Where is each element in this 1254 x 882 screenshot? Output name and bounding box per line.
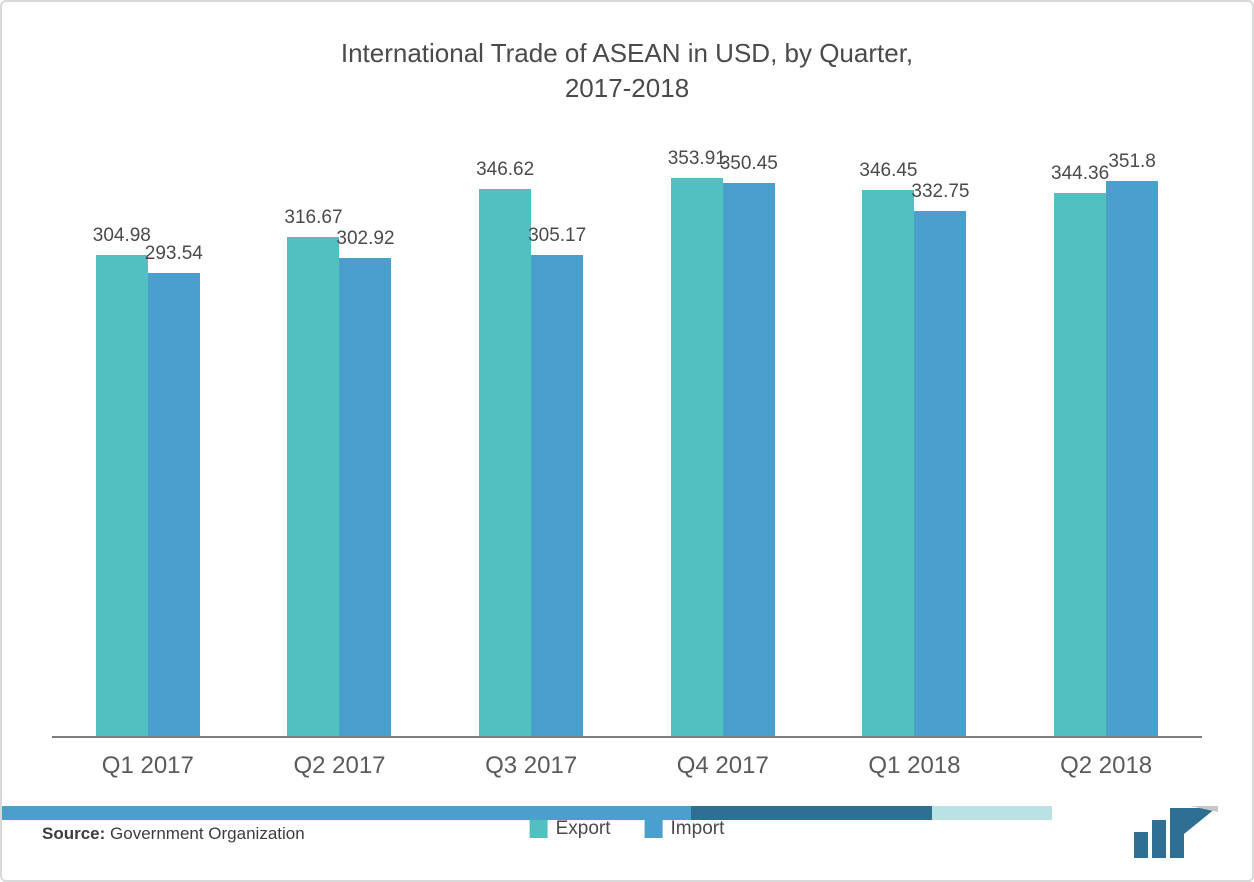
source-value: Government Organization: [110, 824, 305, 843]
x-axis-label: Q1 2017: [52, 752, 244, 780]
bar: 332.75: [914, 211, 966, 736]
bar: 293.54: [148, 273, 200, 736]
bar-group: 344.36351.8: [1010, 168, 1202, 736]
footer-row: Source: Government Organization: [42, 824, 1212, 844]
plot-inner: 304.98293.54316.67302.92346.62305.17353.…: [52, 168, 1202, 738]
bar: 351.8: [1106, 181, 1158, 736]
bar-group: 316.67302.92: [244, 168, 436, 736]
source-text: Source: Government Organization: [42, 824, 305, 844]
bar-value-label: 332.75: [911, 181, 969, 203]
bar: 353.91: [671, 178, 723, 736]
bar-value-label: 350.45: [720, 153, 778, 175]
bar: 346.45: [862, 190, 914, 736]
bar: 346.62: [479, 189, 531, 736]
bar: 304.98: [96, 255, 148, 736]
bar-value-label: 305.17: [528, 225, 586, 247]
bar-group: 304.98293.54: [52, 168, 244, 736]
bar-value-label: 293.54: [145, 243, 203, 265]
bar-group: 353.91350.45: [627, 168, 819, 736]
bar-value-label: 316.67: [284, 207, 342, 229]
bar-value-label: 346.62: [476, 159, 534, 181]
bar-group: 346.45332.75: [819, 168, 1011, 736]
bar: 305.17: [531, 255, 583, 736]
bar-value-label: 344.36: [1051, 163, 1109, 185]
chart-title: International Trade of ASEAN in USD, by …: [341, 36, 913, 106]
bar: 316.67: [287, 237, 339, 736]
x-axis-label: Q4 2017: [627, 752, 819, 780]
x-axis-label: Q3 2017: [435, 752, 627, 780]
bar-groups: 304.98293.54316.67302.92346.62305.17353.…: [52, 168, 1202, 736]
chart-title-line2: 2017-2018: [565, 73, 689, 103]
bar-value-label: 346.45: [859, 160, 917, 182]
x-axis-label: Q1 2018: [819, 752, 1011, 780]
x-axis-label: Q2 2017: [244, 752, 436, 780]
bar: 350.45: [723, 183, 775, 736]
footer-bar-segment: [932, 806, 1052, 820]
bar-group: 346.62305.17: [435, 168, 627, 736]
source-label: Source:: [42, 824, 105, 843]
plot-area: 304.98293.54316.67302.92346.62305.17353.…: [52, 132, 1202, 794]
bar-value-label: 353.91: [668, 148, 726, 170]
bar: 344.36: [1054, 193, 1106, 736]
bar: 302.92: [339, 258, 391, 736]
chart-card: International Trade of ASEAN in USD, by …: [0, 0, 1254, 882]
bar-value-label: 302.92: [336, 228, 394, 250]
brand-logo-icon: [1128, 806, 1218, 862]
bar-value-label: 351.8: [1108, 151, 1156, 173]
bar-value-label: 304.98: [93, 225, 151, 247]
x-axis-label: Q2 2018: [1010, 752, 1202, 780]
footer-accent-bar: [2, 806, 1052, 820]
footer-bar-segment: [691, 806, 932, 820]
chart-title-line1: International Trade of ASEAN in USD, by …: [341, 38, 913, 68]
x-axis-labels: Q1 2017Q2 2017Q3 2017Q4 2017Q1 2018Q2 20…: [52, 738, 1202, 794]
footer: ExportImport Source: Government Organiza…: [42, 800, 1212, 860]
